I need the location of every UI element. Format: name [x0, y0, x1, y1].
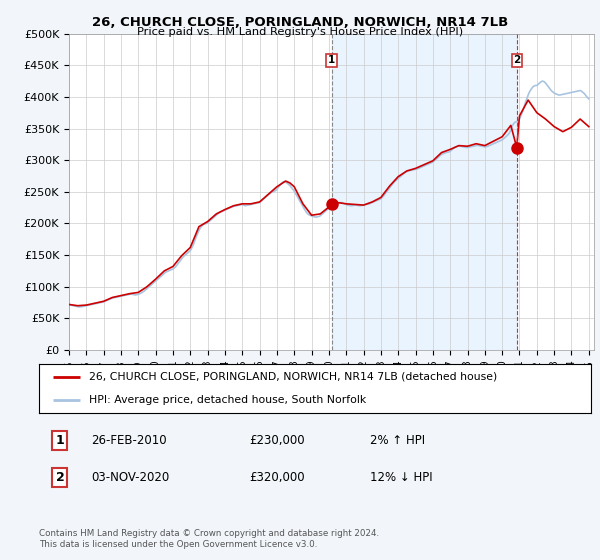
Text: 26, CHURCH CLOSE, PORINGLAND, NORWICH, NR14 7LB: 26, CHURCH CLOSE, PORINGLAND, NORWICH, N… — [92, 16, 508, 29]
Text: 12% ↓ HPI: 12% ↓ HPI — [370, 471, 433, 484]
Text: £230,000: £230,000 — [249, 434, 304, 447]
Bar — [332, 34, 517, 350]
Text: Price paid vs. HM Land Registry's House Price Index (HPI): Price paid vs. HM Land Registry's House … — [137, 27, 463, 37]
Text: £320,000: £320,000 — [249, 471, 304, 484]
Text: HPI: Average price, detached house, South Norfolk: HPI: Average price, detached house, Sout… — [89, 395, 366, 405]
Text: 1: 1 — [328, 55, 335, 66]
Text: 2% ↑ HPI: 2% ↑ HPI — [370, 434, 425, 447]
Text: 1: 1 — [56, 434, 64, 447]
Text: 2: 2 — [513, 55, 520, 66]
Text: Contains HM Land Registry data © Crown copyright and database right 2024.
This d: Contains HM Land Registry data © Crown c… — [39, 529, 379, 549]
Text: 26, CHURCH CLOSE, PORINGLAND, NORWICH, NR14 7LB (detached house): 26, CHURCH CLOSE, PORINGLAND, NORWICH, N… — [89, 372, 497, 382]
Text: 2: 2 — [56, 471, 64, 484]
Text: 03-NOV-2020: 03-NOV-2020 — [91, 471, 170, 484]
Text: 26-FEB-2010: 26-FEB-2010 — [91, 434, 167, 447]
